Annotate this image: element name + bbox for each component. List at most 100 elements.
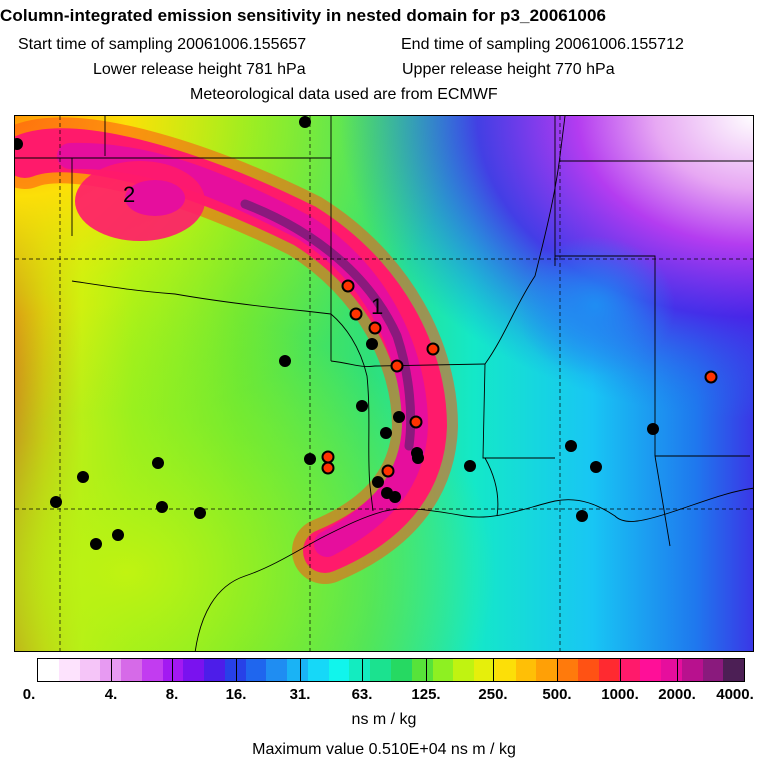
colorbar-segment	[121, 659, 142, 681]
lower-release-height-label: Lower release height 781 hPa	[93, 61, 306, 78]
colorbar-tick	[426, 659, 427, 681]
upper-release-height-label: Upper release height 770 hPa	[402, 61, 615, 78]
colorbar	[37, 658, 745, 682]
station-marker	[412, 452, 424, 464]
plume-label-2: 2	[123, 182, 135, 207]
colorbar-segment	[577, 659, 599, 681]
station-marker	[15, 138, 23, 150]
colorbar-segment	[453, 659, 475, 681]
meteorological-data-label: Meteorological data used are from ECMWF	[190, 86, 498, 103]
station-marker	[304, 453, 316, 465]
colorbar-segment	[204, 659, 225, 681]
colorbar-tick-label: 8.	[165, 686, 179, 703]
colorbar-tick-label: 4000.	[716, 686, 754, 703]
colorbar-segment	[141, 659, 163, 681]
map-canvas: 1 2	[15, 116, 753, 651]
colorbar-tick	[493, 659, 494, 681]
station-marker	[366, 338, 378, 350]
station-marker	[279, 355, 291, 367]
colorbar-segment	[640, 659, 661, 681]
colorbar-tick	[300, 659, 301, 681]
colorbar-tick	[236, 659, 237, 681]
colorbar-segment	[328, 659, 350, 681]
colorbar-segment	[598, 659, 620, 681]
station-marker	[90, 538, 102, 550]
colorbar-segment	[474, 659, 495, 681]
red-station-marker	[409, 415, 423, 429]
colorbar-tick	[172, 659, 173, 681]
colorbar-segment	[245, 659, 267, 681]
colorbar-segment	[100, 659, 122, 681]
station-marker	[647, 423, 659, 435]
red-station-marker	[368, 321, 382, 335]
red-station-marker	[321, 450, 335, 464]
colorbar-segment	[79, 659, 101, 681]
plume-max	[240, 199, 416, 451]
station-marker	[372, 476, 384, 488]
colorbar-tick-label: 1000.	[601, 686, 639, 703]
station-marker	[194, 507, 206, 519]
colorbar-units: ns m / kg	[351, 711, 417, 728]
red-station-marker	[321, 461, 335, 475]
colorbar-tick-label: 2000.	[658, 686, 696, 703]
maximum-value-label: Maximum value 0.510E+04 ns m / kg	[252, 741, 516, 758]
station-marker	[380, 427, 392, 439]
station-marker	[576, 510, 588, 522]
colorbar-tick-label: 63.	[351, 686, 373, 703]
station-marker	[152, 457, 164, 469]
colorbar-tick-label: 16.	[225, 686, 247, 703]
black-stations	[15, 116, 659, 550]
red-station-marker	[349, 307, 363, 321]
red-station-marker	[341, 279, 355, 293]
start-time-label: Start time of sampling 20061006.155657	[18, 36, 307, 53]
station-marker	[464, 460, 476, 472]
red-station-marker	[704, 370, 718, 384]
end-time-label: End time of sampling 20061006.155712	[401, 36, 684, 53]
colorbar-segment	[557, 659, 578, 681]
colorbar-segment	[702, 659, 724, 681]
colorbar-segment	[432, 659, 454, 681]
coastline	[194, 487, 753, 651]
colorbar-segment	[411, 659, 433, 681]
colorbar-segment	[266, 659, 288, 681]
sensitivity-field-east	[515, 236, 675, 376]
colorbar-tick-label: 250.	[478, 686, 508, 703]
station-marker	[299, 116, 311, 128]
plume-label-1: 1	[371, 294, 383, 319]
station-marker	[77, 471, 89, 483]
colorbar-tick	[677, 659, 678, 681]
colorbar-tick-label: 125.	[411, 686, 441, 703]
colorbar-tick	[557, 659, 558, 681]
colorbar-tick-label: 4.	[104, 686, 118, 703]
colorbar-segment	[515, 659, 537, 681]
red-station-marker	[390, 359, 404, 373]
station-marker	[156, 501, 168, 513]
colorbar-segment	[723, 659, 745, 681]
plot-title: Column-integrated emission sensitivity i…	[0, 6, 607, 25]
red-station-marker	[426, 342, 440, 356]
colorbar-segment	[183, 659, 205, 681]
station-marker	[393, 411, 405, 423]
colorbar-tick-label: 31.	[289, 686, 311, 703]
colorbar-segment	[660, 659, 682, 681]
station-marker	[50, 496, 62, 508]
colorbar-tick	[111, 659, 112, 681]
state-borders	[15, 116, 753, 547]
station-marker	[356, 400, 368, 412]
red-stations	[321, 279, 718, 478]
sensitivity-map: 1 2	[14, 115, 754, 652]
colorbar-segment	[536, 659, 558, 681]
colorbar-segment	[619, 659, 641, 681]
colorbar-tick-label: 0.	[22, 686, 36, 703]
colorbar-segment	[307, 659, 329, 681]
colorbar-tick	[620, 659, 621, 681]
lat-lon-grid	[15, 116, 753, 651]
colorbar-segment	[349, 659, 371, 681]
colorbar-tick-label: 500.	[542, 686, 572, 703]
colorbar-segment	[224, 659, 246, 681]
colorbar-tick	[362, 659, 363, 681]
station-marker	[565, 440, 577, 452]
colorbar-segment	[58, 659, 80, 681]
colorbar-segment	[287, 659, 308, 681]
plume-blob-nw-inner	[125, 180, 185, 216]
